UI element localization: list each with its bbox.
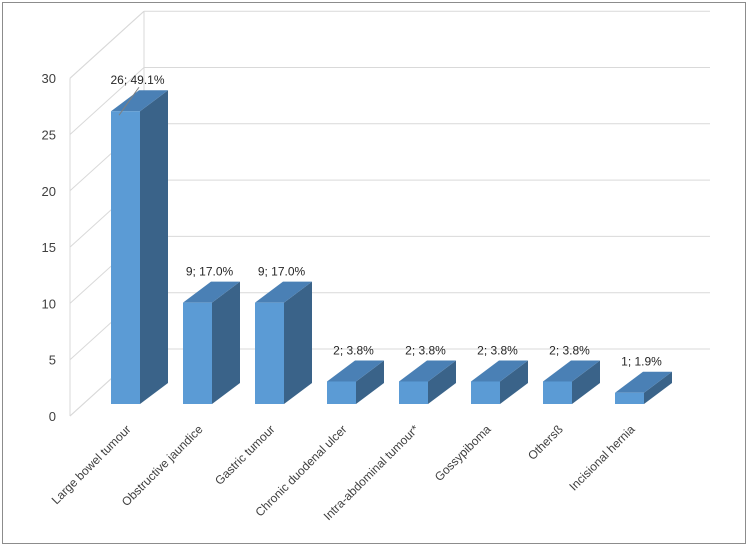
bar-top-face [399,360,456,382]
bar-8 [615,371,672,404]
data-label: 2; 3.8% [405,343,446,357]
y-tick-label: 10 [42,296,56,311]
bar-side-face [644,371,672,404]
bar-side-face [428,360,456,404]
data-label: 2; 3.8% [477,343,518,357]
bar-front-face [327,381,356,404]
gridline-side [69,10,145,79]
y-tick-label: 0 [49,409,56,424]
y-tick-label: 30 [42,71,56,86]
bar-5 [399,360,456,404]
bar-top-face [471,360,528,382]
bar-3 [255,281,312,404]
data-label: 26; 49.1% [110,73,164,87]
bar-front-face [399,381,428,404]
bar-front-face [111,111,140,405]
x-category-label: Othersß [525,422,566,463]
bar-1 [111,90,168,405]
data-labels: 26; 49.1% 9; 17.0% 9; 17.0% 2; 3.8% 2; 3.8% 2… [110,73,662,369]
bar-front-face [543,381,572,404]
bar-6 [471,360,528,404]
gridline-side [69,67,145,135]
leader-line [118,86,140,116]
x-category-label: Large bowel tumour [49,422,134,507]
x-category-label: Gossypiboma [432,422,494,484]
data-label: 1; 1.9% [621,355,662,369]
data-label: 9; 17.0% [186,265,234,279]
bar-top-face [183,281,240,303]
bar-front-face [183,302,212,404]
x-category-label: Incisional hernia [566,422,637,493]
x-category-label: Obstructive jaundice [119,422,206,509]
bar-side-face [212,281,240,404]
y-axis-ticks: 0 5 10 15 20 25 30 [42,71,56,424]
bar-4 [327,360,384,404]
bar-side-face [140,90,168,405]
bar-7 [543,360,600,404]
bar-chart: 0 5 10 15 20 25 30 26; 49.1% 9; 17.0% 9; 17.0% 2;… [42,10,710,523]
bar-side-face [500,360,528,404]
bar-front-face [255,302,284,404]
data-label: 9; 17.0% [258,265,306,279]
bar-top-face [327,360,384,382]
bar-side-face [356,360,384,404]
bar-top-face [255,281,312,303]
bar-top-face [543,360,600,382]
x-category-label: Gastric tumour [212,422,278,488]
bar-side-face [284,281,312,404]
bars [111,90,672,405]
y-tick-label: 15 [42,240,56,255]
y-tick-label: 20 [42,184,56,199]
data-label: 2; 3.8% [549,343,590,357]
data-label: 2; 3.8% [333,343,374,357]
bar-front-face [615,392,644,404]
y-tick-label: 25 [42,128,56,143]
bar-front-face [471,381,500,404]
bar-2 [183,281,240,404]
bar-side-face [572,360,600,404]
bar-top-face [615,371,672,393]
y-tick-label: 5 [49,353,56,368]
